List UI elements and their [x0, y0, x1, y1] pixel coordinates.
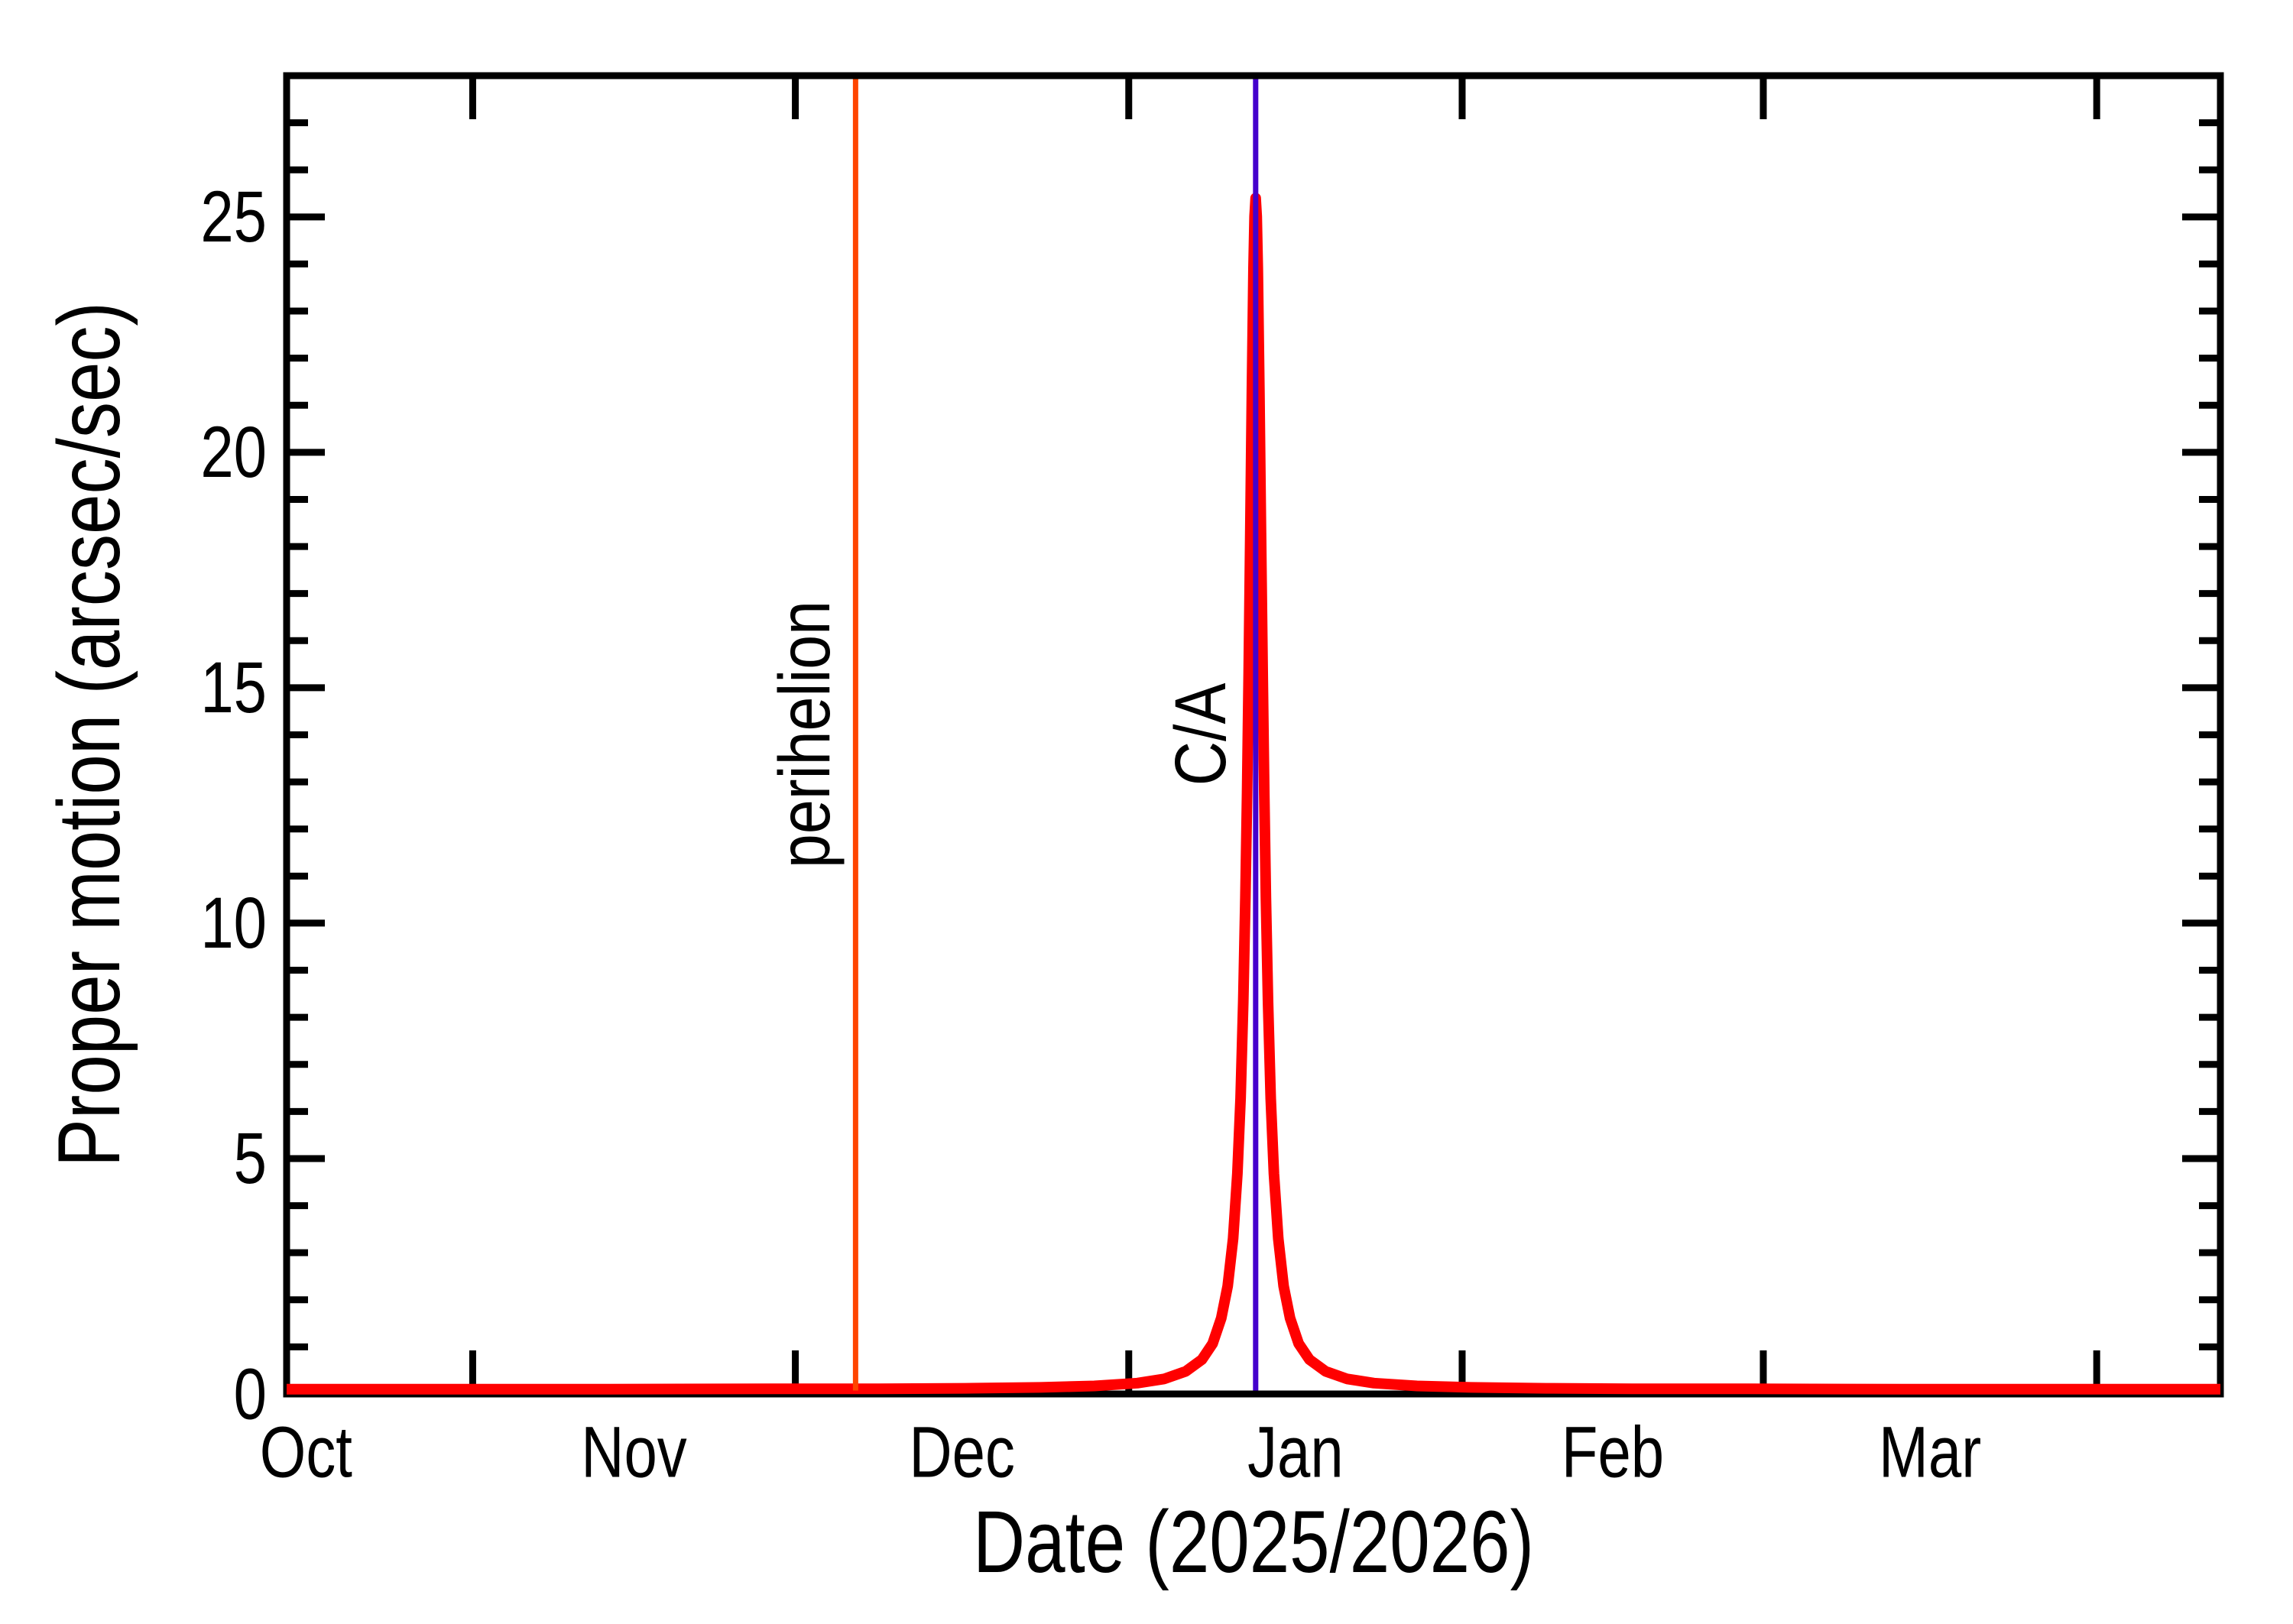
perihelion-label: perihelion: [764, 601, 845, 868]
y-axis-title: Proper motion (arcsec/sec): [41, 302, 138, 1167]
x-axis-title: Date (2025/2026): [973, 1493, 1534, 1591]
y-tick-label: 25: [200, 177, 267, 258]
month-label: Jan: [1247, 1412, 1344, 1493]
y-tick-label: 10: [200, 883, 267, 964]
plot-frame: [283, 72, 2224, 1398]
month-label: Nov: [581, 1412, 687, 1493]
tick-labels-layer: 0 5 10 15 20 25 Oct Nov Dec Jan Feb Mar: [200, 177, 1981, 1493]
y-tick-label: 20: [200, 412, 267, 493]
close-approach-label: C/A: [1159, 683, 1241, 786]
y-tick-label: 15: [200, 647, 267, 728]
event-lines-layer: [852, 79, 1259, 1391]
y-tick-label: 0: [234, 1353, 267, 1434]
y-tick-label: 5: [234, 1118, 267, 1199]
month-label: Dec: [909, 1412, 1015, 1493]
month-label: Mar: [1879, 1412, 1981, 1493]
month-label: Oct: [260, 1412, 352, 1493]
month-label: Feb: [1562, 1412, 1664, 1493]
